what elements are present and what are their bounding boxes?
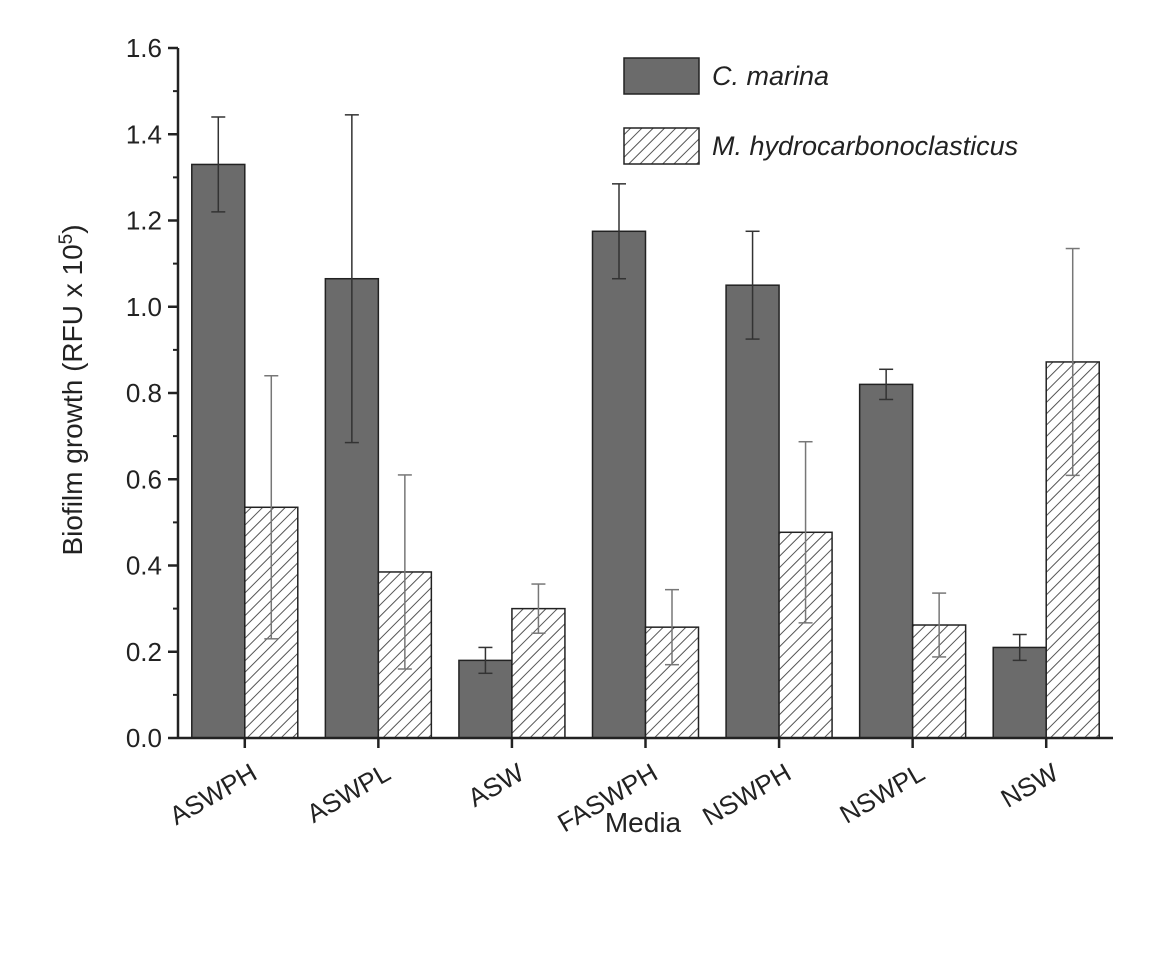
x-tick-label: NSW [996,757,1064,814]
x-tick-label: ASWPL [302,757,396,828]
error-bar-m-hydrocarbonoclasticus-faswph [665,588,679,666]
error-bar-c-marina-nswph [745,230,760,340]
y-tick-label: 1.2 [126,206,162,236]
legend-swatch-c-marina [623,57,700,95]
x-axis-title: Media [605,807,682,838]
error-bar-c-marina-aswph [211,116,226,213]
y-axis-title: Biofilm growth (RFU x 105) [56,224,88,555]
error-bar-c-marina-nswpl [879,368,894,401]
x-tick-label: ASW [463,757,530,813]
error-bars-layer [211,114,1080,675]
x-tick-label: NSWPL [835,757,930,829]
legend-label-c-marina: C. marina [712,61,829,91]
y-axis: 0.0 0.2 0.4 0.6 0.8 1.0 1.2 1.4 1.6 [126,33,180,753]
x-tick-label: ASWPH [164,757,262,831]
error-bar-m-hydrocarbonoclasticus-aswph [264,375,279,640]
y-tick-label: 0.6 [126,464,162,494]
error-bar-m-hydrocarbonoclasticus-nswph [798,440,813,624]
error-bar-m-hydrocarbonoclasticus-asw [531,583,546,634]
error-bar-m-hydrocarbonoclasticus-aswpl [397,474,412,670]
bars-layer [191,163,1100,739]
error-bar-c-marina-aswpl [344,114,359,444]
y-tick-label: 1.4 [126,119,162,149]
bar-c-marina-aswph [191,163,246,739]
error-bar-c-marina-nsw [1012,633,1027,662]
bar-c-marina-nswpl [858,383,914,739]
y-ticks: 0.0 0.2 0.4 0.6 0.8 1.0 1.2 1.4 1.6 [126,33,178,753]
y-tick-label: 0.8 [126,378,162,408]
error-bar-m-hydrocarbonoclasticus-nsw [1065,247,1080,477]
x-tick-label: NSWPH [697,757,796,831]
y-tick-label: 0.2 [126,637,162,667]
error-bar-c-marina-asw [478,646,493,675]
error-bar-c-marina-faswph [612,183,626,280]
legend-label-m-hydrocarbonoclasticus: M. hydrocarbonoclasticus [712,131,1018,161]
y-tick-label: 0.0 [126,723,162,753]
legend: C. marina M. hydrocarbonoclasticus [623,57,1018,165]
bar-c-marina-faswph [591,230,647,739]
y-tick-label: 0.4 [126,551,162,581]
y-tick-label: 1.0 [126,292,162,322]
error-bar-m-hydrocarbonoclasticus-nswpl [932,592,947,658]
y-tick-label: 1.6 [126,33,162,63]
legend-swatch-m-hydrocarbonoclasticus [623,127,700,165]
bar-c-marina-nswph [725,284,780,739]
